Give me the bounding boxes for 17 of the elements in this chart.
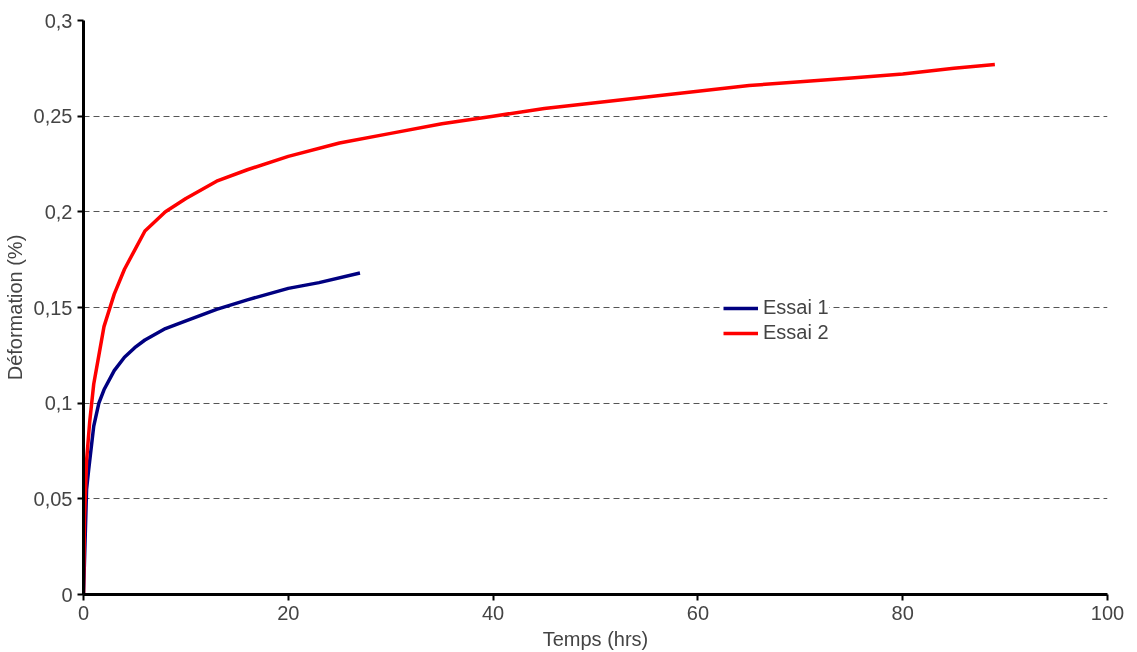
y-tick-label: 0,2 [44, 200, 73, 223]
y-tick-label: 0,25 [33, 105, 73, 128]
x-tick-label: 0 [77, 601, 90, 624]
y-tick-label: 0,3 [44, 9, 73, 32]
x-tick-label: 40 [481, 601, 505, 624]
x-tick-label: 60 [686, 601, 710, 624]
legend-label: Essai 2 [763, 321, 829, 344]
x-axis-title: Temps (hrs) [542, 627, 649, 650]
y-tick-label: 0 [61, 583, 73, 606]
x-tick-label: 100 [1090, 601, 1125, 624]
x-tick-label: 20 [277, 601, 300, 624]
y-axis-title: Déformation (%) [3, 234, 26, 381]
y-tick-label: 0,05 [33, 487, 73, 510]
y-tick-label: 0,15 [33, 296, 73, 319]
legend-label: Essai 1 [763, 296, 829, 319]
y-tick-label: 0,1 [44, 392, 73, 415]
x-tick-label: 80 [891, 601, 914, 624]
